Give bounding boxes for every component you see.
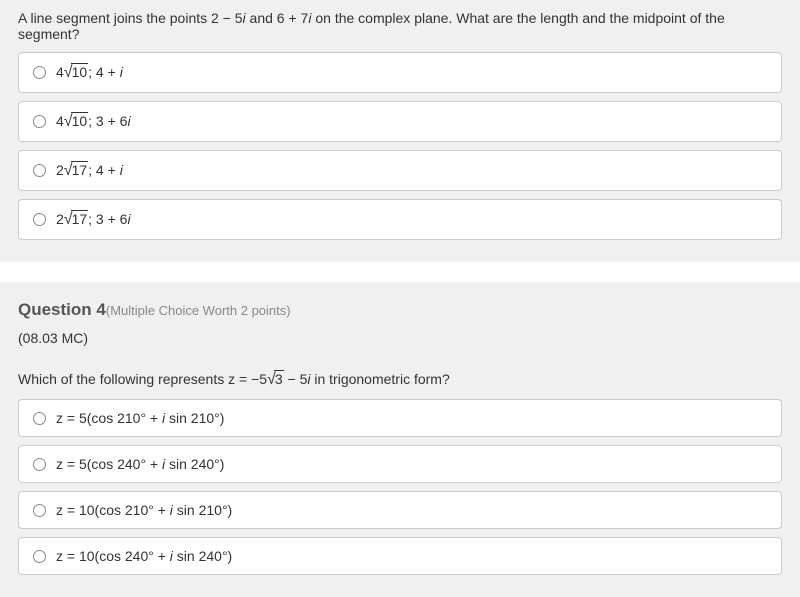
- radio-icon: [33, 66, 46, 79]
- question-separator: [0, 262, 800, 282]
- option-label: z = 10(cos 240° + i sin 240°): [56, 548, 232, 564]
- option-label: 2√17; 3 + 6i: [56, 210, 131, 229]
- q4-options: z = 5(cos 210° + i sin 210°) z = 5(cos 2…: [0, 399, 800, 597]
- q3-options: 4√10; 4 + i 4√10; 3 + 6i 2√17; 4 + i 2√1…: [0, 52, 800, 262]
- radio-icon: [33, 504, 46, 517]
- q3-text-mid: and 6 + 7: [246, 10, 309, 26]
- question-4-block: Question 4(Multiple Choice Worth 2 point…: [0, 282, 800, 597]
- q4-option-c[interactable]: z = 10(cos 210° + i sin 210°): [18, 491, 782, 529]
- q3-option-a[interactable]: 4√10; 4 + i: [18, 52, 782, 93]
- radio-icon: [33, 458, 46, 471]
- option-label: 2√17; 4 + i: [56, 161, 123, 180]
- radio-icon: [33, 213, 46, 226]
- q4-option-d[interactable]: z = 10(cos 240° + i sin 240°): [18, 537, 782, 575]
- q4-text-post: in trigonometric form?: [310, 371, 449, 387]
- q3-text-pre: A line segment joins the points 2 − 5: [18, 10, 243, 26]
- question-4-title: Question 4: [18, 300, 106, 319]
- radio-icon: [33, 550, 46, 563]
- option-label: z = 10(cos 210° + i sin 210°): [56, 502, 232, 518]
- q3-option-c[interactable]: 2√17; 4 + i: [18, 150, 782, 191]
- question-4-code: (08.03 MC): [0, 324, 800, 360]
- q3-option-d[interactable]: 2√17; 3 + 6i: [18, 199, 782, 240]
- question-3-block: A line segment joins the points 2 − 5i a…: [0, 0, 800, 262]
- q4-option-b[interactable]: z = 5(cos 240° + i sin 240°): [18, 445, 782, 483]
- radio-icon: [33, 115, 46, 128]
- radio-icon: [33, 164, 46, 177]
- question-4-text: Which of the following represents z = −5…: [0, 360, 800, 399]
- question-3-text: A line segment joins the points 2 − 5i a…: [0, 0, 800, 52]
- question-4-meta: (Multiple Choice Worth 2 points): [106, 303, 291, 318]
- q4-option-a[interactable]: z = 5(cos 210° + i sin 210°): [18, 399, 782, 437]
- q4-expr-pre: z = −5: [228, 371, 267, 387]
- option-label: z = 5(cos 240° + i sin 240°): [56, 456, 224, 472]
- option-label: z = 5(cos 210° + i sin 210°): [56, 410, 224, 426]
- option-label: 4√10; 3 + 6i: [56, 112, 131, 131]
- q4-expr-mid: − 5: [284, 371, 308, 387]
- option-label: 4√10; 4 + i: [56, 63, 123, 82]
- q4-text-pre: Which of the following represents: [18, 371, 228, 387]
- question-4-header: Question 4(Multiple Choice Worth 2 point…: [0, 282, 800, 324]
- q3-option-b[interactable]: 4√10; 3 + 6i: [18, 101, 782, 142]
- radio-icon: [33, 412, 46, 425]
